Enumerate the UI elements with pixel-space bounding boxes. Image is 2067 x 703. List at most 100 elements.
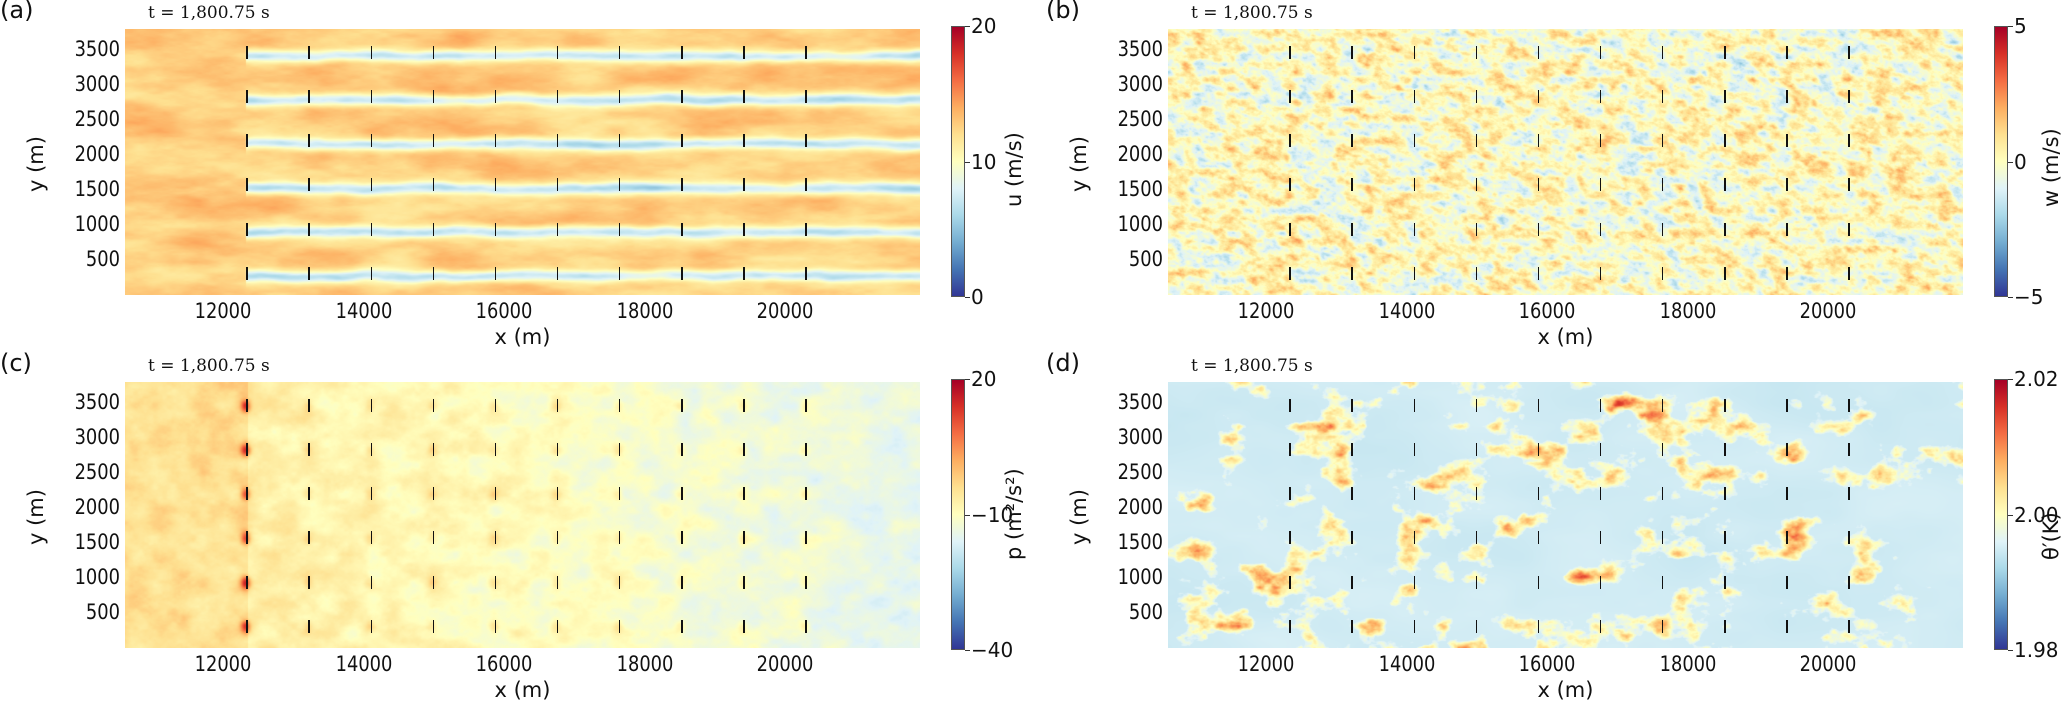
turbine-marker <box>1723 487 1726 501</box>
turbine-marker <box>1786 575 1788 589</box>
x-tick-label: 16000 <box>1518 299 1576 323</box>
turbine-marker <box>680 619 683 633</box>
turbine-marker <box>1351 90 1354 104</box>
turbine-marker <box>1848 134 1850 148</box>
panel-theta: (d) t = 1,800.75 s 500 1000 1500 2000 2500 3000… <box>1043 349 2067 703</box>
colorbar-tick <box>965 514 970 516</box>
panel-w: (b) t = 1,800.75 s 500 1000 1500 2000 2500 3000… <box>1043 0 2067 350</box>
turbine-marker <box>246 46 248 60</box>
turbine-marker <box>556 222 559 236</box>
panel-label: (d) <box>1046 349 1080 377</box>
turbine-marker <box>805 222 807 236</box>
turbine-marker <box>556 531 559 545</box>
turbine-marker <box>680 178 683 192</box>
turbine-marker <box>494 531 497 545</box>
turbine-marker <box>1786 134 1788 148</box>
turbine-marker <box>1475 46 1478 60</box>
turbine-marker <box>246 134 248 148</box>
turbine-marker <box>743 46 745 60</box>
turbine-marker <box>370 266 373 280</box>
x-axis-label: x (m) <box>1537 678 1594 702</box>
y-tick-label: 1000 <box>1117 565 1163 589</box>
x-tick-label: 14000 <box>1378 652 1436 676</box>
turbine-marker <box>1786 399 1788 413</box>
turbine-marker <box>246 90 248 104</box>
turbine-marker <box>1413 90 1416 104</box>
turbine-marker <box>1599 487 1602 501</box>
turbine-marker <box>1848 487 1850 501</box>
turbine-marker <box>1413 46 1416 60</box>
turbine-marker <box>1723 399 1726 413</box>
turbine-marker <box>743 222 745 236</box>
colorbar-tick <box>965 650 970 651</box>
turbine-marker <box>805 531 807 545</box>
turbine-marker <box>370 178 373 192</box>
turbine-marker <box>1848 178 1850 192</box>
turbine-marker <box>1848 575 1850 589</box>
turbine-marker <box>1723 178 1726 192</box>
colorbar-tick <box>965 26 970 27</box>
turbine-marker <box>432 178 435 192</box>
turbine-marker <box>246 266 248 280</box>
y-axis-label: y (m) <box>1067 136 1091 192</box>
y-axis-label: y (m) <box>1067 489 1091 545</box>
y-tick-label: 2500 <box>1117 460 1163 484</box>
turbine-marker <box>308 531 311 545</box>
panel-label: (b) <box>1046 0 1080 24</box>
turbine-marker <box>432 443 435 457</box>
turbine-marker <box>370 46 373 60</box>
turbine-marker <box>494 619 497 633</box>
turbine-marker <box>1413 134 1416 148</box>
turbine-marker <box>1723 531 1726 545</box>
turbine-marker <box>1537 487 1540 501</box>
turbine-marker <box>618 487 621 501</box>
turbine-marker <box>1289 575 1291 589</box>
y-tick-label: 2000 <box>1117 142 1163 166</box>
heatmap-field-u <box>125 29 920 295</box>
turbine-marker <box>370 443 373 457</box>
turbine-marker <box>805 46 807 60</box>
colorbar-tick <box>2008 650 2013 651</box>
turbine-marker <box>743 90 745 104</box>
turbine-marker <box>308 222 311 236</box>
y-tick-label: 3000 <box>74 72 120 96</box>
y-tick-label: 3500 <box>74 37 120 61</box>
turbine-marker <box>1599 531 1602 545</box>
turbine-marker <box>1475 134 1478 148</box>
turbine-marker <box>494 134 497 148</box>
turbine-marker <box>1413 266 1416 280</box>
turbine-marker <box>1537 134 1540 148</box>
turbine-marker <box>1537 575 1540 589</box>
turbine-marker <box>432 619 435 633</box>
y-tick-label: 2500 <box>74 107 120 131</box>
turbine-marker <box>1289 399 1291 413</box>
turbine-marker <box>1537 399 1540 413</box>
colorbar-tick-label: 20 <box>971 367 997 391</box>
x-axis-label: x (m) <box>494 678 551 702</box>
turbine-marker <box>1599 90 1602 104</box>
x-tick-label: 18000 <box>1659 299 1717 323</box>
turbine-marker <box>1786 443 1788 457</box>
x-tick-label: 14000 <box>1378 299 1436 323</box>
turbine-marker <box>1786 531 1788 545</box>
colorbar-tick <box>965 297 970 298</box>
turbine-marker <box>1661 90 1664 104</box>
colorbar-tick <box>2008 26 2013 27</box>
turbine-marker <box>1661 399 1664 413</box>
x-tick-label: 12000 <box>1237 652 1295 676</box>
colorbar-tick-label: 5 <box>2014 14 2027 38</box>
turbine-marker <box>1786 46 1788 60</box>
turbine-marker <box>680 399 683 413</box>
x-axis-label: x (m) <box>494 325 551 349</box>
turbine-marker <box>743 443 745 457</box>
turbine-marker <box>1475 222 1478 236</box>
x-tick-label: 14000 <box>335 299 393 323</box>
y-tick-label: 3000 <box>1117 72 1163 96</box>
x-tick-label: 20000 <box>756 299 814 323</box>
colorbar-tick-label: 2.02 <box>2014 367 2059 391</box>
y-tick-label: 3000 <box>1117 425 1163 449</box>
colorbar-label: w (m/s) <box>2039 128 2063 207</box>
turbine-marker <box>370 487 373 501</box>
turbine-marker <box>1661 266 1664 280</box>
turbine-marker <box>1848 90 1850 104</box>
